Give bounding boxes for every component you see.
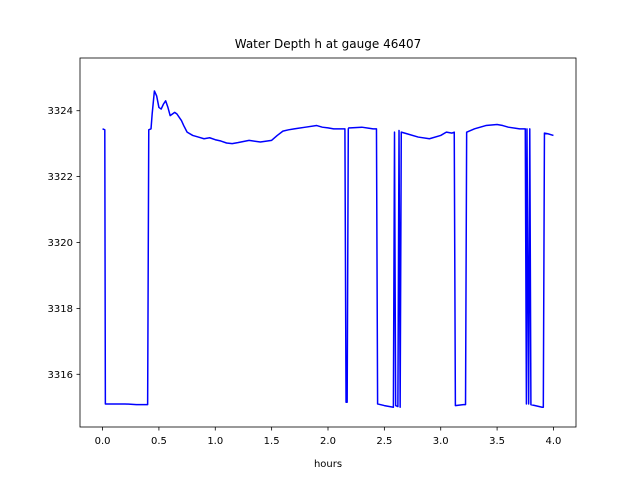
x-tick-label: 0.0 — [95, 436, 111, 447]
x-axis: 0.0 0.5 1.0 1.5 2.0 2.5 3.0 3.5 4.0 — [95, 427, 562, 447]
x-tick-label: 4.0 — [546, 436, 562, 447]
x-tick-label: 1.5 — [264, 436, 280, 447]
x-tick-label: 2.5 — [376, 436, 392, 447]
y-tick-label: 3324 — [48, 106, 73, 117]
series-line-0 — [102, 90, 554, 408]
plot-area — [102, 90, 554, 408]
x-tick-label: 3.0 — [433, 436, 449, 447]
y-tick-label: 3318 — [48, 304, 73, 315]
y-tick-label: 3320 — [48, 238, 73, 249]
x-tick-label: 0.5 — [151, 436, 167, 447]
y-axis: 3316 3318 3320 3322 3324 — [48, 106, 80, 381]
x-tick-label: 3.5 — [489, 436, 505, 447]
x-tick-label: 1.0 — [207, 436, 223, 447]
y-tick-label: 3316 — [48, 370, 73, 381]
y-tick-label: 3322 — [48, 172, 73, 183]
chart-title: Water Depth h at gauge 46407 — [235, 37, 422, 51]
x-axis-label: hours — [314, 459, 342, 470]
x-tick-label: 2.0 — [320, 436, 336, 447]
